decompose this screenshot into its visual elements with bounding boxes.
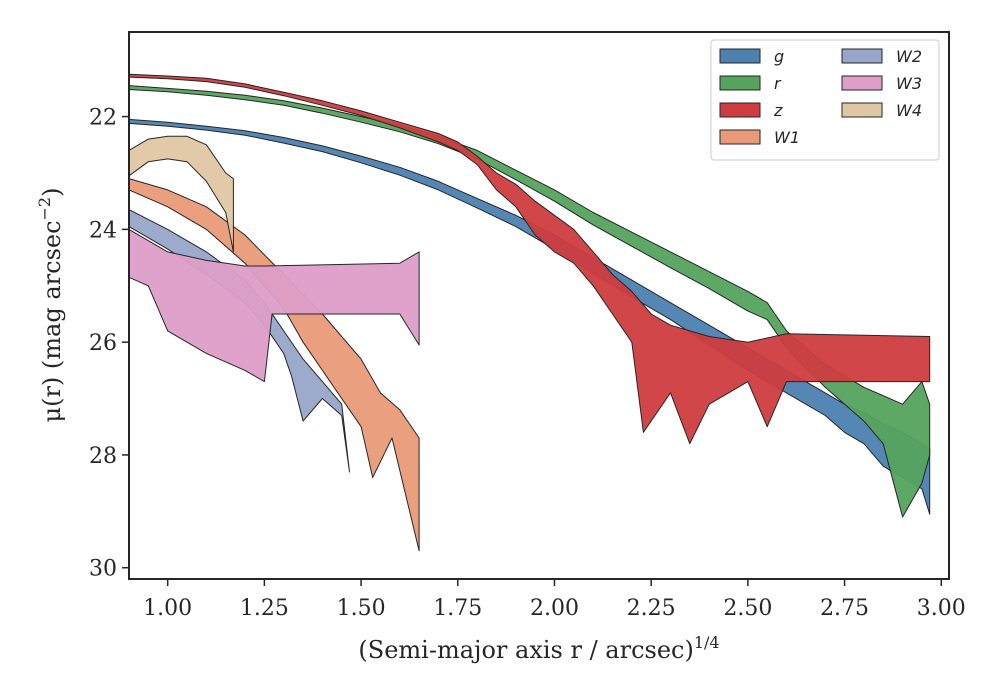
y-tick-label: 22 (89, 106, 117, 131)
x-tick-label: 1.50 (337, 596, 386, 621)
x-axis: 1.00 1.25 1.50 1.75 2.00 2.25 2.50 2.75 3.00 (143, 579, 966, 621)
legend-swatch-w3 (841, 75, 883, 91)
x-axis-label: (Semi-major axis r / arcsec)1/4 (358, 633, 719, 664)
plot-frame (128, 31, 950, 580)
legend-swatch-w2 (841, 48, 883, 64)
legend-label-w4: W4 (896, 101, 922, 120)
legend-label-z: z (773, 101, 783, 120)
x-tick-label: 1.75 (433, 596, 482, 621)
y-tick-label: 24 (89, 218, 117, 243)
legend-label-w2: W2 (896, 47, 922, 66)
y-tick-label: 28 (89, 444, 117, 469)
legend-label-w3: W3 (896, 74, 922, 93)
x-axis-label-superscript: 1/4 (694, 633, 720, 652)
x-tick-label: 1.00 (143, 596, 192, 621)
series-layer (128, 73, 931, 552)
y-axis-label: μ(r) (mag arcsec−2) (35, 188, 66, 423)
y-axis: 22 24 26 28 30 (89, 106, 129, 582)
y-axis-label-end: ) (38, 188, 66, 197)
legend: grz W1 W2 W3 W4 (710, 39, 940, 161)
legend-label-g: g (774, 47, 784, 66)
x-tick-label: 1.25 (240, 596, 289, 621)
x-tick-label: 2.50 (723, 596, 772, 621)
x-tick-label: 3.00 (917, 596, 966, 621)
legend-label-w1: W1 (774, 128, 800, 147)
series-band-z (128, 73, 931, 445)
legend-swatch-z (719, 102, 761, 118)
series-band-w4 (128, 135, 234, 253)
legend-frame (710, 39, 940, 161)
x-tick-label: 2.00 (530, 596, 579, 621)
legend-swatch-r (719, 75, 761, 91)
series-band-w3 (128, 228, 420, 383)
legend-swatch-g (719, 48, 761, 64)
y-axis-label-superscript: −2 (35, 197, 54, 221)
y-tick-label: 26 (89, 331, 117, 356)
legend-swatch-w4 (841, 102, 883, 118)
x-tick-label: 2.75 (820, 596, 869, 621)
legend-swatch-w1 (719, 129, 761, 145)
series-band-g (128, 118, 931, 515)
legend-label-r: r (774, 74, 782, 93)
x-tick-label: 2.25 (627, 596, 676, 621)
y-tick-label: 30 (89, 557, 117, 582)
